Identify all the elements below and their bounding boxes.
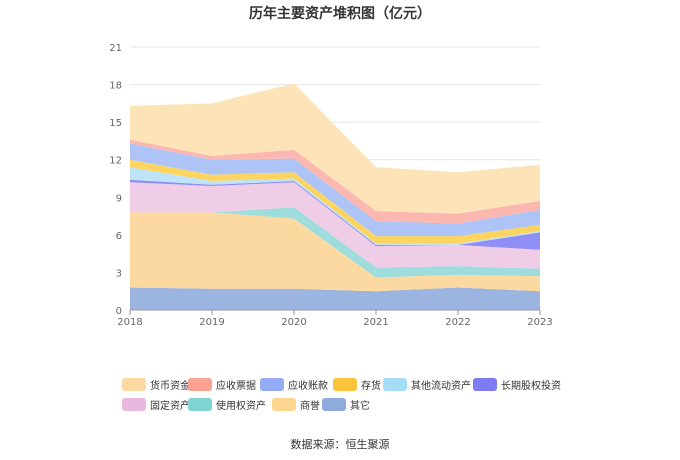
area-series — [130, 179, 540, 250]
legend-swatch — [473, 378, 497, 391]
y-tick-label: 15 — [109, 118, 122, 129]
legend-item-goodwill[interactable]: 商誉 — [272, 397, 320, 412]
area-series — [130, 167, 540, 245]
x-tick-label: 2021 — [363, 317, 388, 328]
legend-item-fixed-assets[interactable]: 固定资产 — [122, 397, 190, 412]
legend-label: 固定资产 — [150, 401, 190, 412]
y-tick-label: 12 — [109, 156, 122, 167]
legend-swatch — [272, 398, 296, 411]
legend-swatch — [122, 398, 146, 411]
area-series — [130, 159, 540, 244]
legend-item-right-of-use-assets[interactable]: 使用权资产 — [188, 397, 266, 412]
area-series — [130, 83, 540, 214]
y-tick-label: 3 — [116, 268, 122, 279]
axes: 0 3 6 9 12 15 18 21 2018 2019 2020 2021 2022 2023 — [109, 43, 552, 328]
x-tick-label: 2018 — [117, 317, 142, 328]
y-tick-label: 21 — [109, 43, 122, 54]
y-tick-label: 9 — [116, 193, 122, 204]
area-series — [130, 182, 540, 269]
legend-label: 应收账款 — [288, 381, 328, 392]
stacked-area-chart: 0 3 6 9 12 15 18 21 2018 2019 2020 2021 2022 2023 — [109, 43, 552, 328]
y-tick-label: 18 — [109, 81, 122, 92]
legend-swatch — [260, 378, 284, 391]
legend-label: 存货 — [361, 381, 381, 392]
x-tick-label: 2022 — [445, 317, 470, 328]
legend-item-other-current-assets[interactable]: 其他流动资产 — [383, 377, 471, 392]
x-tick-label: 2020 — [281, 317, 306, 328]
area-series — [130, 207, 540, 278]
legend-swatch — [188, 378, 212, 391]
legend-item-accounts-receivable[interactable]: 应收账款 — [260, 377, 328, 392]
x-tick-label: 2023 — [527, 317, 552, 328]
legend-swatch — [333, 378, 357, 391]
legend-item-other[interactable]: 其它 — [322, 397, 370, 412]
y-tick-label: 6 — [116, 231, 122, 242]
legend-item-cash[interactable]: 货币资金 — [122, 377, 190, 392]
y-tick-label: 0 — [116, 306, 122, 317]
legend-label: 长期股权投资 — [501, 381, 561, 392]
area-series-group — [130, 83, 540, 310]
legend-item-long-term-equity[interactable]: 长期股权投资 — [473, 377, 561, 392]
area-series — [130, 212, 540, 292]
legend-item-inventory[interactable]: 存货 — [333, 377, 381, 392]
legend-item-notes-receivable[interactable]: 应收票据 — [188, 377, 256, 392]
legend-label: 货币资金 — [150, 381, 190, 392]
legend-label: 其他流动资产 — [411, 381, 471, 392]
x-tick-label: 2019 — [199, 317, 224, 328]
legend-label: 其它 — [350, 401, 370, 412]
legend-label: 使用权资产 — [216, 401, 266, 412]
data-source-note: 数据来源：恒生聚源 — [290, 438, 390, 451]
chart-title: 历年主要资产堆积图（亿元） — [249, 6, 431, 22]
legend-swatch — [383, 378, 407, 391]
legend-label: 商誉 — [300, 401, 320, 412]
area-series — [130, 287, 540, 310]
legend-swatch — [188, 398, 212, 411]
legend-label: 应收票据 — [216, 381, 256, 392]
area-series — [130, 139, 540, 224]
legend-swatch — [122, 378, 146, 391]
legend-swatch — [322, 398, 346, 411]
